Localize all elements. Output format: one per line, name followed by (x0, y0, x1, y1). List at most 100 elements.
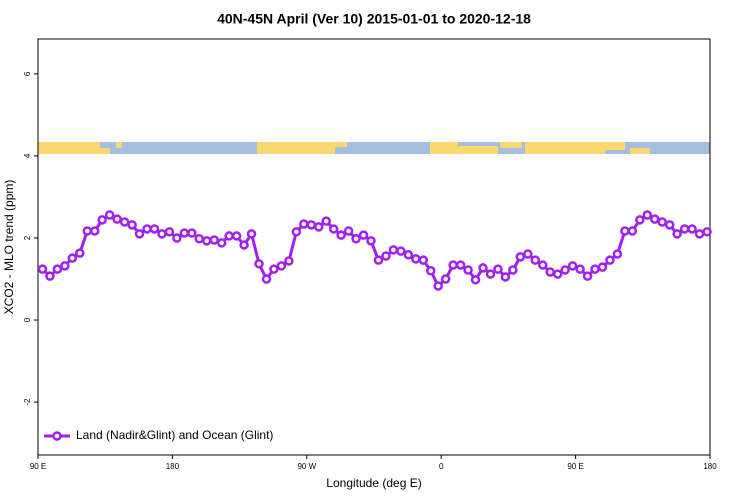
point (97, 215, 107, 225)
point (172, 233, 182, 243)
point (142, 224, 152, 234)
series-line (41, 213, 708, 289)
point (328, 224, 339, 234)
point (164, 227, 175, 237)
point (381, 251, 391, 261)
point (45, 271, 55, 281)
point (493, 264, 503, 274)
legend-label: Land (Nadir&Glint) and Ocean (Glint) (76, 428, 273, 442)
point (194, 234, 205, 244)
point (179, 228, 190, 238)
y-axis-label: XCO2 - MLO trend (ppm) (2, 180, 16, 315)
point (537, 260, 548, 270)
point (373, 255, 384, 265)
point (388, 245, 399, 255)
x-axis-label: Longitude (deg E) (326, 476, 421, 490)
point (321, 216, 331, 226)
point (567, 261, 578, 271)
x-tick-label: 180 (703, 462, 717, 471)
x-tick-label: 90 E (567, 462, 583, 471)
point (470, 275, 481, 285)
point (679, 224, 690, 234)
point (448, 260, 458, 270)
point (642, 210, 653, 220)
point (209, 235, 219, 245)
point (351, 234, 361, 244)
point (545, 267, 555, 277)
point (134, 229, 145, 239)
point (605, 255, 615, 265)
point (75, 248, 85, 258)
point (403, 250, 414, 260)
point (37, 264, 48, 274)
point (508, 265, 518, 275)
point (396, 246, 406, 256)
point (104, 210, 115, 220)
plot-frame (37, 38, 711, 456)
x-tick-label: 90 W (297, 462, 316, 471)
point (157, 229, 167, 239)
y-tick-label: 6 (23, 71, 32, 76)
y-tick-label: 2 (23, 235, 32, 240)
point (343, 226, 354, 236)
point (82, 226, 93, 236)
point (530, 255, 541, 265)
point (284, 256, 294, 266)
chart-title: 40N-45N April (Ver 10) 2015-01-01 to 202… (217, 11, 531, 27)
point (478, 263, 488, 273)
point (657, 217, 667, 227)
point (590, 264, 600, 274)
point (687, 224, 697, 234)
point (620, 226, 630, 236)
point (627, 226, 638, 236)
point (694, 229, 705, 239)
point (336, 230, 346, 240)
point (187, 228, 197, 238)
point (552, 269, 563, 279)
point (67, 253, 78, 263)
land-ocean-strip (38, 142, 710, 154)
point (60, 261, 70, 271)
point (269, 264, 279, 274)
point (358, 230, 369, 240)
point (306, 220, 317, 230)
point (575, 264, 585, 274)
point (366, 236, 376, 246)
point (649, 214, 660, 224)
point (433, 281, 443, 291)
point (523, 249, 533, 259)
point (313, 222, 324, 232)
point (216, 238, 227, 248)
point (261, 274, 272, 284)
point (239, 240, 249, 250)
point (440, 274, 451, 284)
legend-marker (52, 431, 62, 441)
y-tick-label: 4 (23, 153, 32, 158)
x-tick-label: 180 (166, 462, 180, 471)
point (254, 259, 264, 269)
point (515, 252, 526, 262)
point (702, 227, 712, 237)
y-tick-label: -2 (23, 398, 32, 406)
point (89, 226, 100, 236)
point (149, 224, 160, 234)
point (672, 229, 682, 239)
point (127, 220, 137, 230)
point (560, 265, 570, 275)
point (635, 215, 645, 225)
point (612, 249, 623, 259)
point (246, 229, 257, 239)
x-tick-label: 0 (439, 462, 444, 471)
point (224, 231, 234, 241)
y-tick-label: 0 (23, 317, 32, 322)
point (112, 214, 122, 224)
point (418, 255, 429, 265)
point (463, 265, 473, 275)
point (291, 227, 302, 237)
point (299, 219, 309, 229)
point (425, 266, 436, 276)
point (455, 260, 466, 270)
point (52, 264, 63, 274)
point (597, 262, 608, 272)
point (485, 269, 496, 279)
